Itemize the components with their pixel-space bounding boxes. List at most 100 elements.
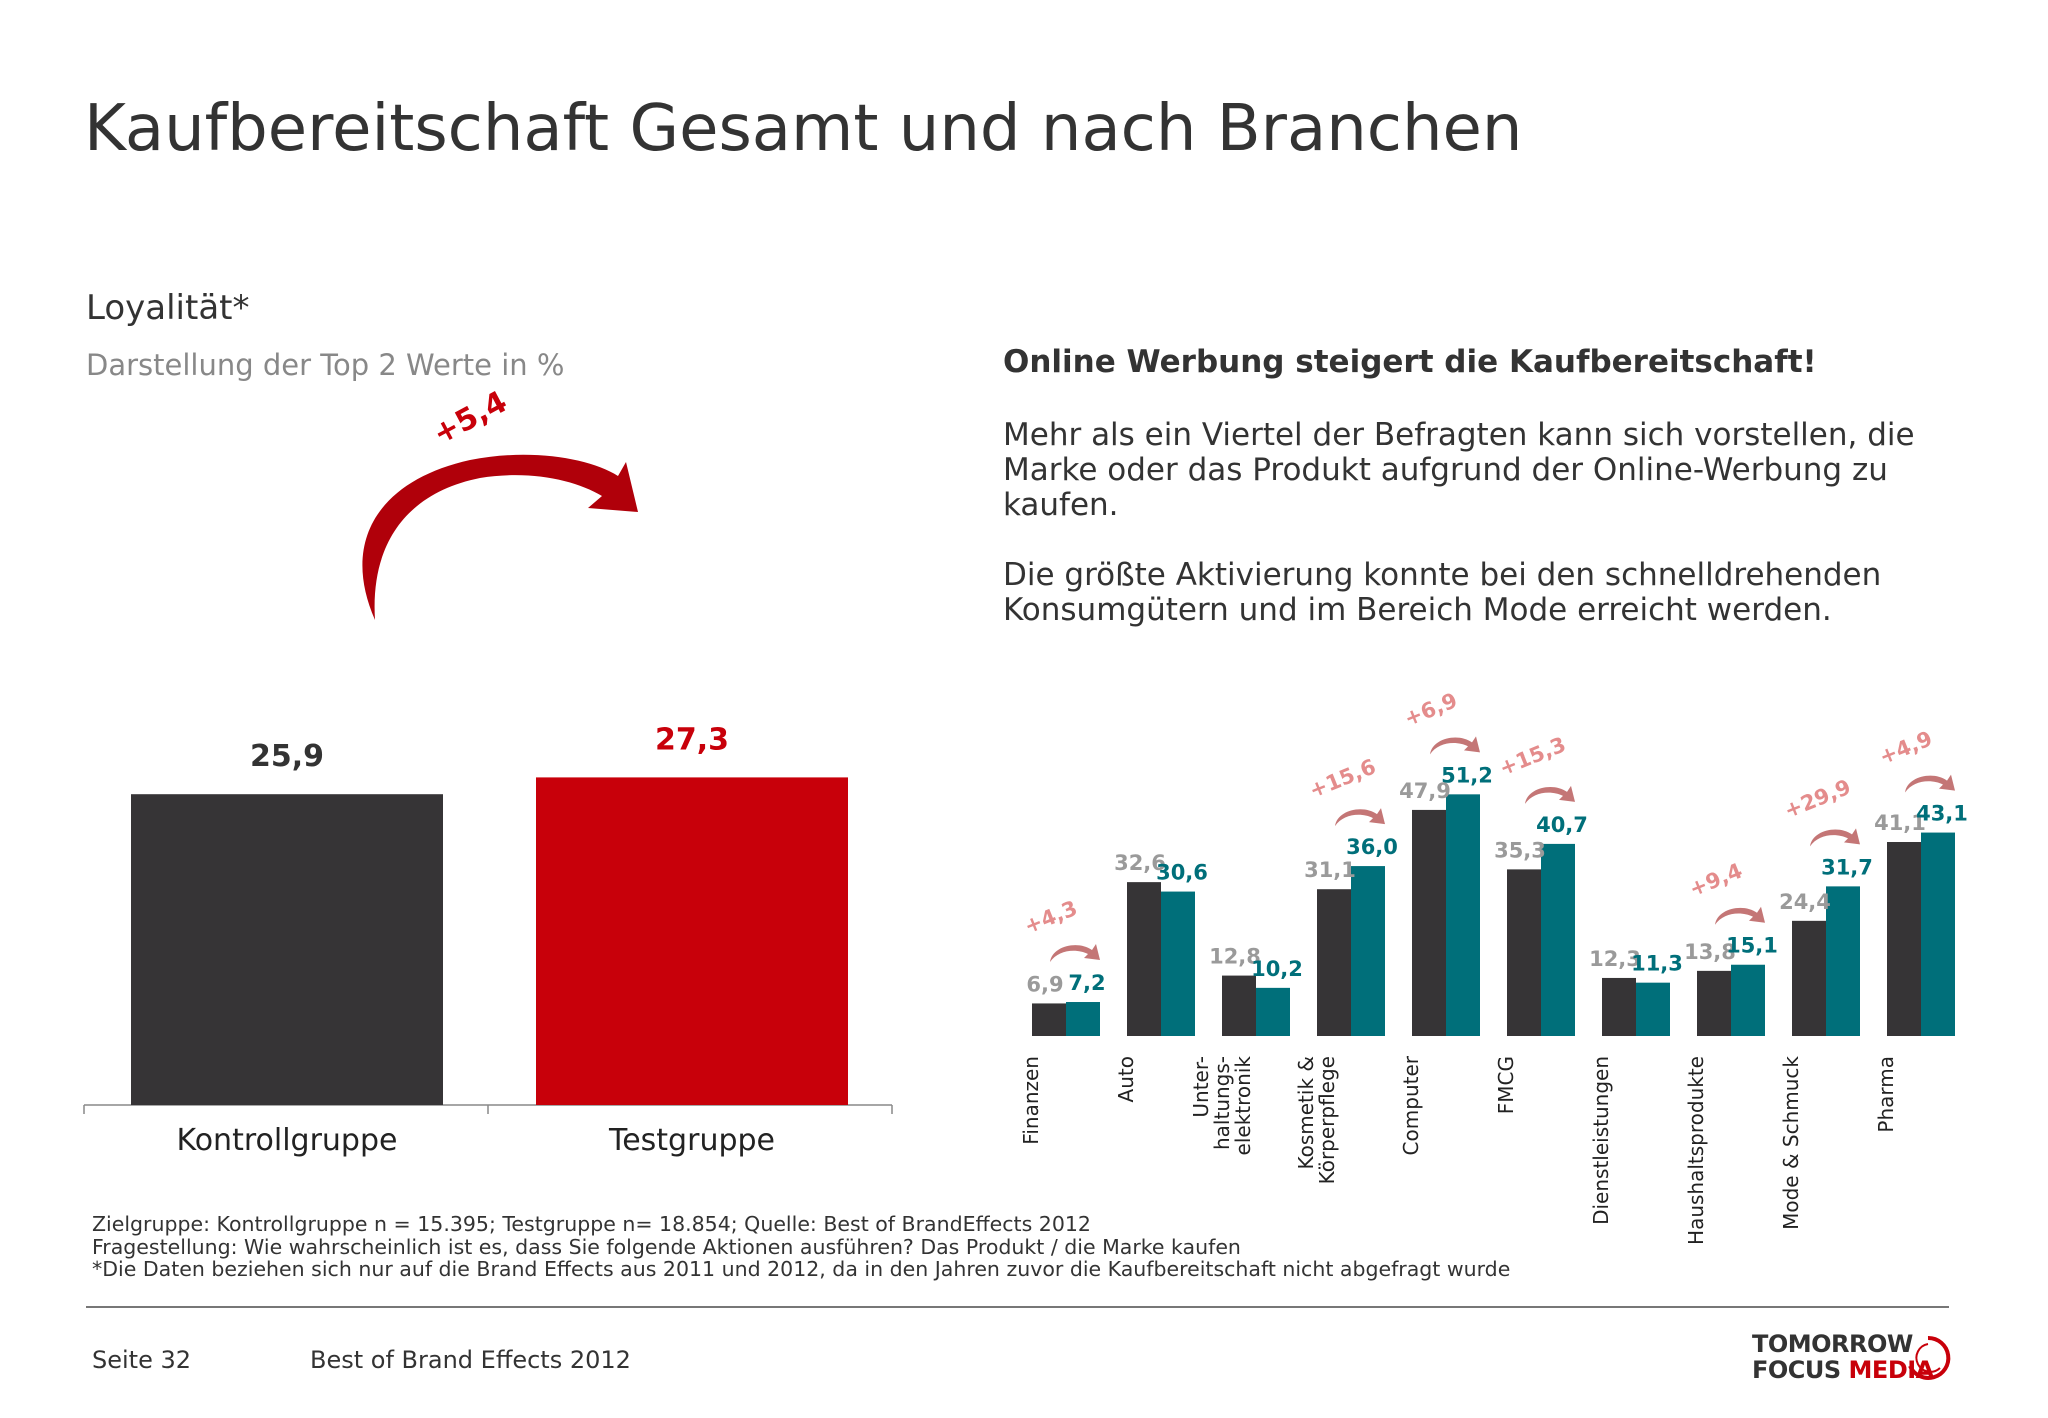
category-label: Haushaltsprodukte: [1684, 1056, 1708, 1245]
chart-subtitle: Loyalität*: [86, 288, 250, 328]
footer-divider: [86, 1306, 1949, 1308]
bar-control-5: [1507, 869, 1541, 1036]
bar-test-6: [1636, 982, 1670, 1036]
uplift-label: +6,9: [1401, 688, 1461, 731]
publication-name: Best of Brand Effects 2012: [310, 1346, 631, 1374]
headline: Online Werbung steigert die Kaufbereitsc…: [1003, 344, 1817, 380]
logo-focus: FOCUS: [1752, 1356, 1849, 1384]
control-value-label: 13,8: [1684, 940, 1736, 964]
category-label: Dienstleistungen: [1589, 1056, 1613, 1225]
chart-subnote: Darstellung der Top 2 Werte in %: [86, 348, 565, 382]
x-tick-label: Kontrollgruppe: [177, 1123, 398, 1158]
bar-test-7: [1731, 964, 1765, 1036]
category-label: Auto: [1114, 1056, 1138, 1102]
test-value-label: 10,2: [1251, 957, 1303, 981]
paragraph-1: Mehr als ein Viertel der Befragten kann …: [1003, 417, 1915, 523]
uplift-arrow-icon: [1430, 736, 1480, 755]
bar-control-1: [1127, 882, 1161, 1036]
control-value-label: 12,8: [1209, 945, 1261, 969]
bar-control-0: [1032, 1003, 1066, 1036]
footnote-target-group: Zielgruppe: Kontrollgruppe n = 15.395; T…: [92, 1212, 1091, 1236]
bar-control-4: [1412, 809, 1446, 1036]
bar-value-label: 27,3: [655, 722, 729, 757]
test-value-label: 31,7: [1821, 855, 1873, 879]
test-value-label: 36,0: [1346, 835, 1398, 859]
control-value-label: 6,9: [1026, 972, 1063, 996]
category-label: Pharma: [1874, 1056, 1898, 1133]
uplift-label: +5,4: [427, 384, 513, 452]
logo-media: MEDIA: [1848, 1356, 1935, 1384]
category-label: Unter-haltungs-elektronik: [1189, 1056, 1255, 1156]
bar-test-1: [1161, 891, 1195, 1036]
bar-test-2: [1256, 987, 1290, 1036]
page-title: Kaufbereitschaft Gesamt und nach Branche…: [84, 92, 1523, 166]
control-value-label: 24,4: [1779, 890, 1831, 914]
category-label: Mode & Schmuck: [1779, 1056, 1803, 1230]
test-value-label: 11,3: [1631, 952, 1683, 976]
category-label-line: Dienstleistungen: [1589, 1056, 1613, 1225]
category-label-line: FMCG: [1494, 1056, 1518, 1114]
paragraph-2: Die größte Aktivierung konnte bei den sc…: [1003, 557, 1882, 628]
bar-control-6: [1602, 977, 1636, 1036]
category-label-line: Mode & Schmuck: [1779, 1056, 1803, 1230]
logo-ring-icon: [1908, 1335, 1951, 1380]
control-value-label: 35,3: [1494, 838, 1546, 862]
category-label-line: Haushaltsprodukte: [1684, 1056, 1708, 1245]
test-value-label: 30,6: [1156, 861, 1208, 885]
logo-line-1: TOMORROW: [1752, 1330, 1913, 1358]
bar-testgruppe: [536, 777, 848, 1105]
bar-test-3: [1351, 866, 1385, 1036]
uplift-arrow-icon: [1050, 944, 1100, 963]
control-value-label: 31,1: [1304, 858, 1356, 882]
uplift-arrow-icon: [362, 454, 638, 620]
bar-test-4: [1446, 794, 1480, 1036]
uplift-label: +15,6: [1306, 754, 1379, 802]
uplift-label: +15,3: [1496, 732, 1569, 780]
test-value-label: 51,2: [1441, 763, 1493, 787]
x-tick-label: Testgruppe: [608, 1123, 775, 1158]
test-value-label: 40,7: [1536, 813, 1588, 837]
category-label-line: Unter-: [1189, 1056, 1213, 1118]
uplift-arrow-icon: [1715, 906, 1765, 925]
bar-test-8: [1826, 886, 1860, 1036]
bar-control-8: [1792, 920, 1826, 1036]
bar-control-9: [1887, 842, 1921, 1036]
control-value-label: 32,6: [1114, 851, 1166, 875]
category-label-line: elektronik: [1231, 1056, 1255, 1156]
category-label-line: Kosmetik &: [1294, 1056, 1318, 1170]
footnote-data-note: *Die Daten beziehen sich nur auf die Bra…: [92, 1257, 1511, 1281]
category-label-line: Auto: [1114, 1056, 1138, 1102]
bar-test-9: [1921, 832, 1955, 1036]
control-value-label: 47,9: [1399, 779, 1451, 803]
bar-test-0: [1066, 1002, 1100, 1036]
control-value-label: 41,1: [1874, 811, 1926, 835]
page-number: Seite 32: [92, 1346, 192, 1374]
category-label: Computer: [1399, 1055, 1423, 1155]
uplift-label: +29,9: [1781, 775, 1854, 823]
uplift-arrow-icon: [1525, 785, 1575, 804]
category-label: Finanzen: [1019, 1056, 1043, 1145]
category-label-line: Pharma: [1874, 1056, 1898, 1133]
category-label-line: Finanzen: [1019, 1056, 1043, 1145]
uplift-label: +9,4: [1686, 859, 1746, 902]
uplift-label: +4,3: [1021, 896, 1081, 939]
logo-line-2: FOCUS MEDIA: [1752, 1356, 1934, 1384]
category-label-line: Körperpflege: [1315, 1056, 1339, 1184]
bar-control-2: [1222, 975, 1256, 1036]
test-value-label: 7,2: [1068, 971, 1105, 995]
category-label: FMCG: [1494, 1056, 1518, 1114]
control-value-label: 12,3: [1589, 947, 1641, 971]
uplift-arrow-icon: [1810, 828, 1860, 847]
category-label-line: haltungs-: [1210, 1056, 1234, 1150]
footnote-question: Fragestellung: Wie wahrscheinlich ist es…: [92, 1234, 1241, 1259]
test-value-label: 15,1: [1726, 934, 1778, 958]
tomorrow-focus-media-logo: TOMORROW FOCUS MEDIA: [1752, 1330, 1952, 1384]
bar-value-label: 25,9: [250, 739, 324, 774]
category-label-line: Computer: [1399, 1055, 1423, 1155]
bar-kontrollgruppe: [131, 794, 443, 1105]
uplift-arrow-icon: [1335, 808, 1385, 827]
bar-control-7: [1697, 970, 1731, 1036]
uplift-arrow-icon: [1905, 774, 1955, 793]
bar-test-5: [1541, 843, 1575, 1036]
